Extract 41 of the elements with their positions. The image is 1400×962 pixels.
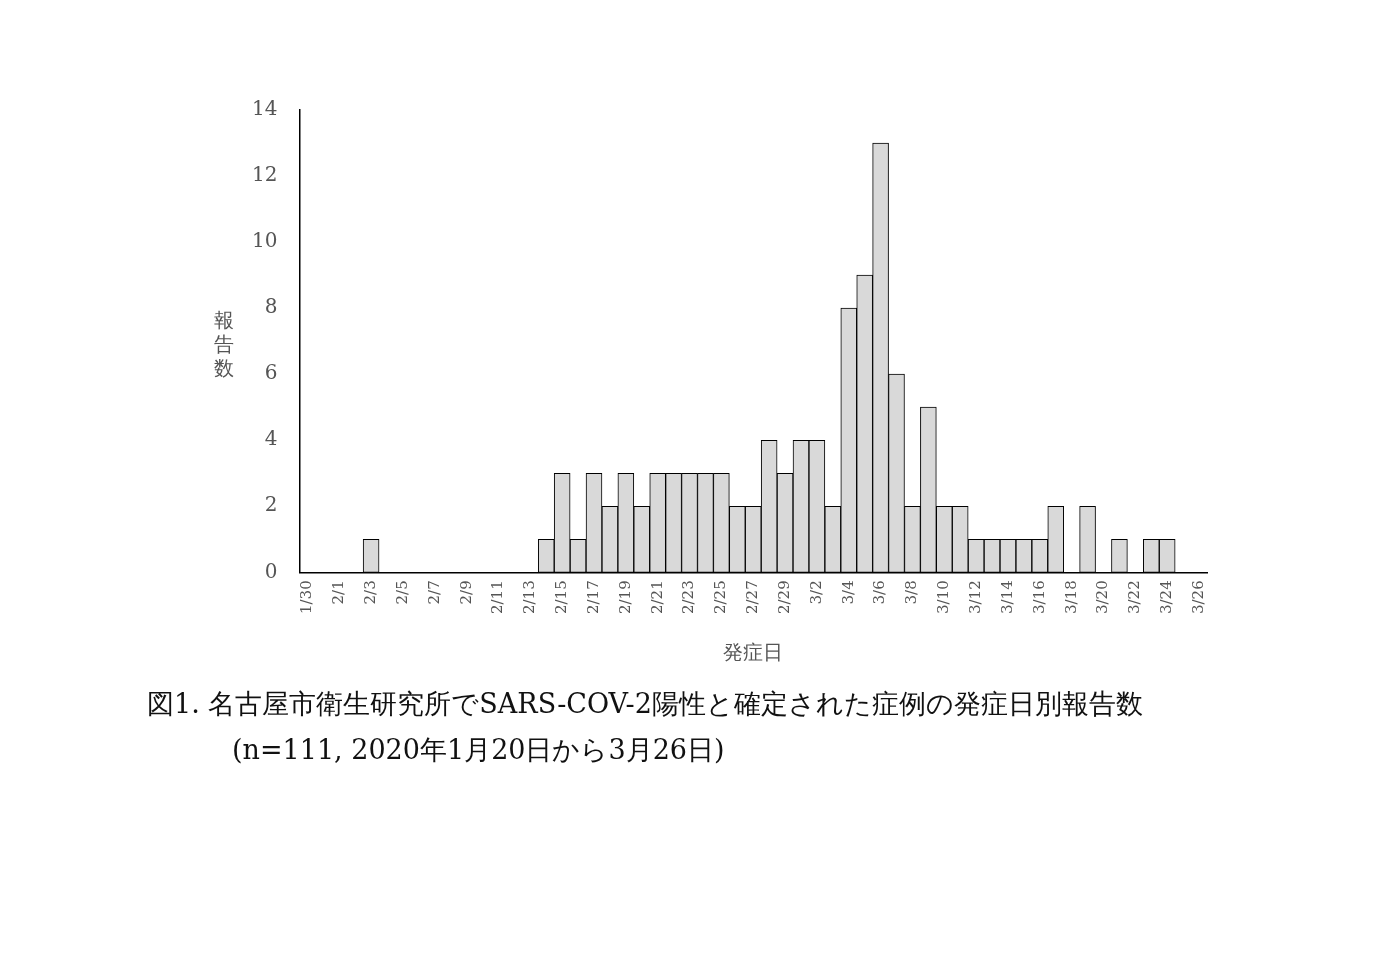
x-tick-label: 2/21 bbox=[647, 580, 666, 614]
x-tick-label: 2/17 bbox=[583, 580, 602, 614]
y-tick-label: 12 bbox=[252, 162, 278, 187]
y-tick-label: 8 bbox=[264, 294, 278, 319]
y-axis-title: 報告数 bbox=[214, 308, 234, 380]
x-tick-label: 2/5 bbox=[392, 580, 411, 605]
x-tick-label: 3/6 bbox=[870, 580, 889, 605]
y-tick-label: 0 bbox=[264, 558, 278, 583]
x-tick-label: 3/12 bbox=[966, 580, 985, 614]
x-axis-title: 発症日 bbox=[723, 640, 784, 665]
x-tick-label: 1/30 bbox=[297, 580, 316, 614]
x-tick-label: 3/4 bbox=[838, 580, 857, 605]
x-tick-label: 3/24 bbox=[1157, 580, 1176, 614]
y-tick-label: 14 bbox=[252, 96, 278, 121]
x-tick-label: 3/20 bbox=[1093, 580, 1112, 614]
x-tick-label: 2/19 bbox=[615, 580, 634, 614]
x-tick-label: 3/14 bbox=[997, 580, 1016, 614]
x-tick-label: 2/7 bbox=[424, 580, 443, 605]
x-tick-label: 2/3 bbox=[360, 580, 379, 605]
x-tick-label: 2/25 bbox=[711, 580, 730, 614]
x-tick-label: 3/10 bbox=[934, 580, 953, 614]
x-tick-label: 2/23 bbox=[679, 580, 698, 614]
x-tick-label: 2/11 bbox=[488, 580, 507, 614]
x-tick-label: 2/29 bbox=[774, 580, 793, 614]
text: (n=111, 2020年1月20日から3月26日) bbox=[232, 733, 725, 767]
x-tick-label: 2/9 bbox=[456, 580, 475, 605]
y-tick-label: 2 bbox=[264, 492, 278, 517]
x-tick-label: 2/1 bbox=[329, 580, 348, 605]
y-tick-label: 4 bbox=[264, 426, 278, 451]
x-tick-label: 3/18 bbox=[1061, 580, 1080, 614]
x-tick-label: 2/13 bbox=[520, 580, 539, 614]
x-tick-label: 3/16 bbox=[1029, 580, 1048, 614]
y-tick-label: 6 bbox=[264, 360, 278, 385]
x-tick-label: 3/26 bbox=[1188, 580, 1207, 614]
x-tick-label: 2/27 bbox=[743, 580, 762, 614]
x-tick-label: 3/8 bbox=[902, 580, 921, 605]
x-tick-label: 2/15 bbox=[552, 580, 571, 614]
x-tick-label: 3/2 bbox=[806, 580, 825, 605]
text: 図1. 名古屋市衛生研究所でSARS-COV-2陽性と確定された症例の発症日別報告数 bbox=[147, 687, 1143, 721]
x-tick-label: 3/22 bbox=[1125, 580, 1144, 614]
y-tick-label: 10 bbox=[252, 228, 278, 253]
